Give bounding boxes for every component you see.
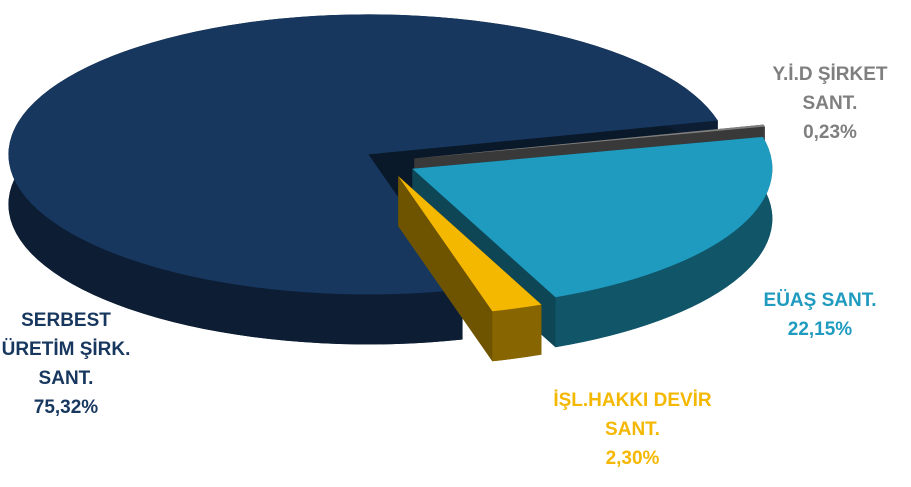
slice-label: İŞL.HAKKI DEVİR SANT. 2,30% xyxy=(540,386,725,473)
slice xyxy=(8,14,718,295)
slice-side xyxy=(555,136,773,348)
slice xyxy=(414,124,765,159)
value-label: 22,15% xyxy=(787,319,853,340)
slice-label: EÜAŞ SANT. 22,15% xyxy=(740,286,900,344)
category-label: EÜAŞ SANT. xyxy=(763,290,877,311)
value-label: 2,30% xyxy=(605,448,660,469)
slice xyxy=(412,136,773,298)
category-label: SERBEST ÜRETİM ŞİRK. SANT. xyxy=(1,310,131,389)
value-label: 75,32% xyxy=(33,397,99,418)
slice-side xyxy=(492,304,542,362)
category-label: İŞL.HAKKI DEVİR SANT. xyxy=(553,390,712,440)
slice-label: SERBEST ÜRETİM ŞİRK. SANT. 75,32% xyxy=(0,306,140,422)
value-label: 0,23% xyxy=(803,122,857,143)
slice-side xyxy=(398,176,493,362)
slice-label: Y.İ.D ŞİRKET SANT. 0,23% xyxy=(760,60,900,147)
slice xyxy=(398,176,542,312)
category-label: Y.İ.D ŞİRKET SANT. xyxy=(772,64,888,114)
